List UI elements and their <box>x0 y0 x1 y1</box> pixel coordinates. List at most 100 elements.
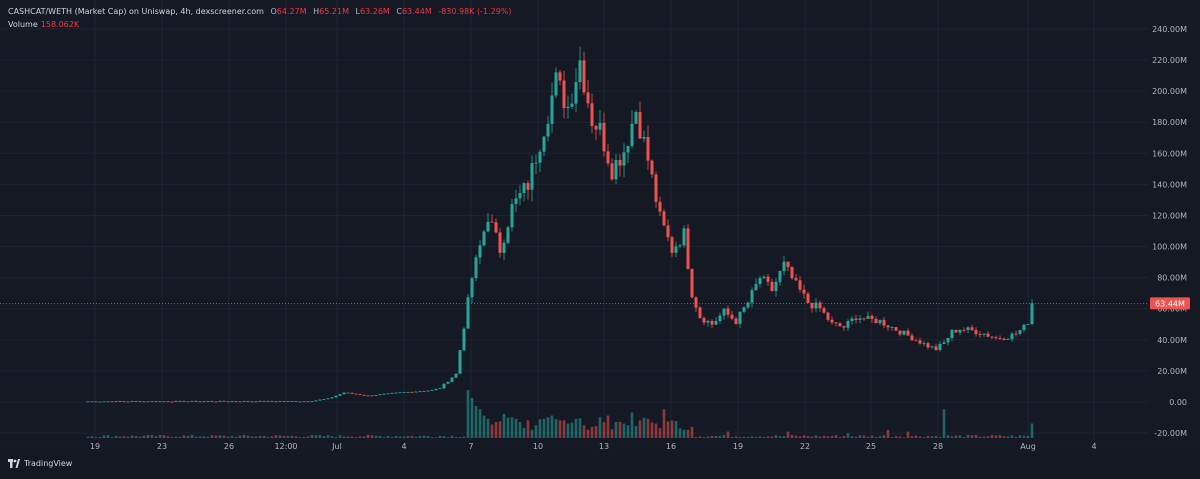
volume-bar <box>230 435 234 438</box>
volume-bar <box>1002 436 1006 438</box>
candle-body <box>978 334 982 335</box>
volume-legend[interactable]: Volume 158.062K <box>8 19 79 30</box>
candle-body <box>758 278 762 285</box>
volume-bar <box>866 436 870 438</box>
x-tick-label: Jul <box>331 442 342 451</box>
volume-bar <box>514 418 518 438</box>
candle-body <box>314 400 318 402</box>
candle-body <box>738 311 742 324</box>
volume-bar <box>370 435 374 438</box>
candle-body <box>906 330 910 336</box>
candle-body <box>646 136 650 161</box>
volume-layer <box>86 390 1034 438</box>
candle-body <box>718 315 722 321</box>
volume-bar <box>1030 423 1034 438</box>
candle-body <box>890 327 894 328</box>
volume-bar <box>246 435 250 438</box>
volume-bar <box>882 435 886 438</box>
volume-bar <box>578 418 582 438</box>
volume-bar <box>974 434 978 438</box>
candle-body <box>830 319 834 323</box>
volume-bar <box>406 435 410 438</box>
candle-body <box>766 276 770 282</box>
candle-body <box>430 390 434 391</box>
candle-body <box>798 280 802 290</box>
candle-body <box>442 383 446 389</box>
candle-body <box>282 401 286 403</box>
x-tick-label: 12:00 <box>274 442 297 451</box>
volume-bar <box>674 420 678 438</box>
candle-body <box>990 336 994 338</box>
candle-body <box>474 257 478 279</box>
volume-bar <box>142 435 146 438</box>
candle-body <box>118 401 122 402</box>
volume-bar <box>186 435 190 438</box>
y-tick-label: 240.00M <box>1152 25 1187 34</box>
volume-bar <box>986 436 990 438</box>
candle-body <box>674 246 678 253</box>
y-axis: 240.00M 220.00M 200.00M 180.00M 160.00M 140.0… <box>1152 25 1187 438</box>
candle-body <box>370 395 374 397</box>
candle-body <box>438 388 442 390</box>
volume-bar <box>254 436 258 438</box>
volume-bar <box>810 436 814 438</box>
y-tick-label: 220.00M <box>1152 56 1187 65</box>
volume-bar <box>766 436 770 438</box>
tradingview-logo[interactable]: TradingView <box>8 459 72 468</box>
candle-body <box>242 401 246 402</box>
volume-bar <box>250 436 254 438</box>
volume-bar <box>670 420 674 438</box>
volume-bar <box>738 437 742 438</box>
volume-bar <box>318 434 322 438</box>
candle-body <box>634 112 638 124</box>
candle-body <box>334 395 338 398</box>
volume-bar <box>594 426 598 438</box>
candle-body <box>838 323 842 327</box>
candle-body <box>310 401 314 403</box>
volume-bar <box>798 436 802 438</box>
volume-bar <box>106 435 110 438</box>
candle-body <box>542 136 546 152</box>
candle-body <box>482 231 486 246</box>
candle-body <box>514 198 518 205</box>
volume-bar <box>582 425 586 438</box>
candle-body <box>610 163 614 180</box>
candle-body <box>790 267 794 279</box>
candle-body <box>802 289 806 294</box>
volume-bar <box>554 419 558 438</box>
candle-body <box>306 401 310 403</box>
y-tick-label: -20.00M <box>1154 429 1187 438</box>
symbol-legend[interactable]: CASHCAT/WETH (Market Cap) on Uniswap, 4h… <box>8 6 512 17</box>
volume-bar <box>654 423 658 438</box>
candle-body <box>230 401 234 403</box>
candle-body <box>970 327 974 331</box>
volume-bar <box>830 436 834 438</box>
candle-body <box>682 228 686 246</box>
volume-label: Volume <box>8 20 38 29</box>
volume-bar <box>266 436 270 438</box>
volume-bar <box>102 435 106 438</box>
candle-body <box>638 112 642 139</box>
volume-bar <box>938 437 942 438</box>
volume-bar <box>906 431 910 438</box>
volume-bar <box>778 436 782 438</box>
candle-body <box>454 373 458 378</box>
volume-bar <box>478 409 482 438</box>
candle-body <box>138 401 142 403</box>
volume-bar <box>562 420 566 438</box>
volume-bar <box>286 435 290 438</box>
candle-body <box>382 393 386 395</box>
volume-bar <box>358 436 362 438</box>
candle-body <box>550 95 554 124</box>
volume-bar <box>90 436 94 438</box>
candle-body <box>470 278 474 298</box>
open-value: 64.27M <box>276 7 307 16</box>
volume-bar <box>394 436 398 438</box>
candle-body <box>234 401 238 403</box>
volume-bar <box>434 437 438 438</box>
volume-bar <box>138 436 142 438</box>
volume-bar <box>758 436 762 438</box>
candle-body <box>1014 333 1018 335</box>
